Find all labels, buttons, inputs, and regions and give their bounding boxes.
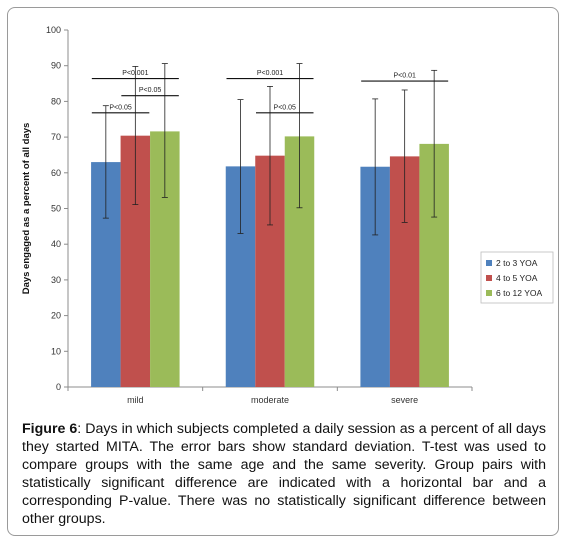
chart-container: 0 10 20 30 40 50 60 70 80 90 100 Days engaged as a … bbox=[7, 7, 557, 407]
significance-label: P<0.01 bbox=[393, 73, 415, 80]
caption-text: : Days in which subjects completed a dai… bbox=[22, 421, 546, 527]
x-category-label: mild bbox=[127, 395, 144, 405]
x-category-label: moderate bbox=[251, 395, 289, 405]
significance-label: P<0.001 bbox=[122, 70, 148, 77]
y-tick-label: 80 bbox=[51, 96, 61, 106]
legend-label: 6 to 12 YOA bbox=[496, 288, 542, 298]
legend-swatch bbox=[486, 260, 492, 266]
legend-label: 2 to 3 YOA bbox=[496, 258, 538, 268]
y-tick-label: 40 bbox=[51, 239, 61, 249]
x-category-label: severe bbox=[391, 395, 418, 405]
y-tick-label: 50 bbox=[51, 204, 61, 214]
caption-label: Figure 6 bbox=[22, 421, 78, 437]
y-tick-label: 30 bbox=[51, 275, 61, 285]
significance-label: P<0.001 bbox=[257, 70, 283, 77]
legend-swatch bbox=[486, 275, 492, 281]
significance-label: P<0.05 bbox=[109, 104, 131, 111]
y-tick-label: 20 bbox=[51, 311, 61, 321]
legend-box bbox=[480, 251, 554, 304]
significance-label: P<0.05 bbox=[274, 104, 296, 111]
legend-swatch bbox=[486, 290, 492, 296]
y-tick-label: 90 bbox=[51, 61, 61, 71]
y-tick-label: 60 bbox=[51, 168, 61, 178]
bar-chart: 0 10 20 30 40 50 60 70 80 90 100 Days engaged as a … bbox=[21, 25, 554, 405]
figure-caption: Figure 6: Days in which subjects complet… bbox=[22, 420, 546, 528]
y-tick-label: 100 bbox=[46, 25, 61, 35]
y-tick-label: 0 bbox=[56, 382, 61, 392]
y-axis-label: Days engaged as a percent of all days bbox=[21, 123, 32, 295]
legend-label: 4 to 5 YOA bbox=[496, 273, 538, 283]
significance-label: P<0.05 bbox=[139, 87, 161, 94]
y-tick-label: 70 bbox=[51, 132, 61, 142]
y-tick-label: 10 bbox=[51, 346, 61, 356]
